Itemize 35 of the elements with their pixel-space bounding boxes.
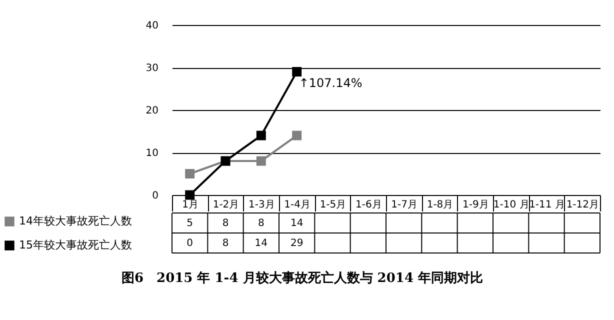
data-label: 14 — [254, 238, 268, 249]
x-tick-label: 1-7月 — [391, 200, 418, 210]
x-tick-label: 1-4月 — [284, 200, 311, 210]
data-label: 8 — [258, 218, 264, 229]
annotation: ↑107.14% — [298, 76, 362, 90]
point — [292, 130, 302, 140]
text: 图6 2015 年 1-4 月较大事故死亡人数与 2014 年同期对比 — [121, 270, 484, 286]
point — [185, 190, 195, 200]
point — [185, 169, 195, 178]
legend-label: 14年较大事故死亡人数 — [19, 214, 132, 228]
data-label: 5 — [186, 218, 194, 229]
legend-label: 15年较大事故死亡人数 — [19, 238, 132, 252]
x-tick-label: 1-11 月 — [529, 200, 565, 210]
x-tick-label: 1-10 月 — [493, 200, 530, 210]
point — [292, 67, 302, 76]
y-tick-label: 0 — [152, 190, 158, 202]
x-tick-label: 1-5月 — [320, 200, 346, 210]
x-tick-label: 1-2月 — [212, 200, 240, 210]
data-label: 14 — [290, 218, 304, 229]
y-tick-label: 10 — [146, 148, 158, 159]
x-tick-label: 1-3月 — [248, 200, 275, 210]
point — [256, 156, 266, 166]
data-label: 8 — [222, 238, 229, 249]
x-tick-label: 1-8月 — [426, 200, 454, 210]
x-tick-label: 1-6月 — [355, 200, 382, 210]
x-tick-label: 1月 — [182, 200, 199, 210]
point — [256, 130, 266, 140]
y-tick-label: 40 — [146, 20, 158, 32]
x-tick-label: 1-12月 — [566, 200, 600, 210]
y-tick-label: 20 — [146, 106, 158, 116]
x-tick-label: 1-9月 — [462, 200, 489, 210]
data-label: 0 — [186, 238, 194, 249]
data-label: 29 — [290, 238, 304, 249]
y-tick-label: 30 — [146, 63, 158, 74]
data-label: 8 — [222, 218, 229, 229]
